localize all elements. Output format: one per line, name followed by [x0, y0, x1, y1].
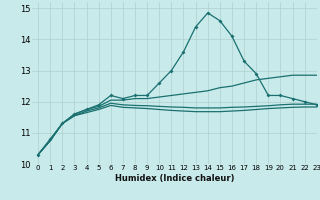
X-axis label: Humidex (Indice chaleur): Humidex (Indice chaleur) [115, 174, 234, 183]
